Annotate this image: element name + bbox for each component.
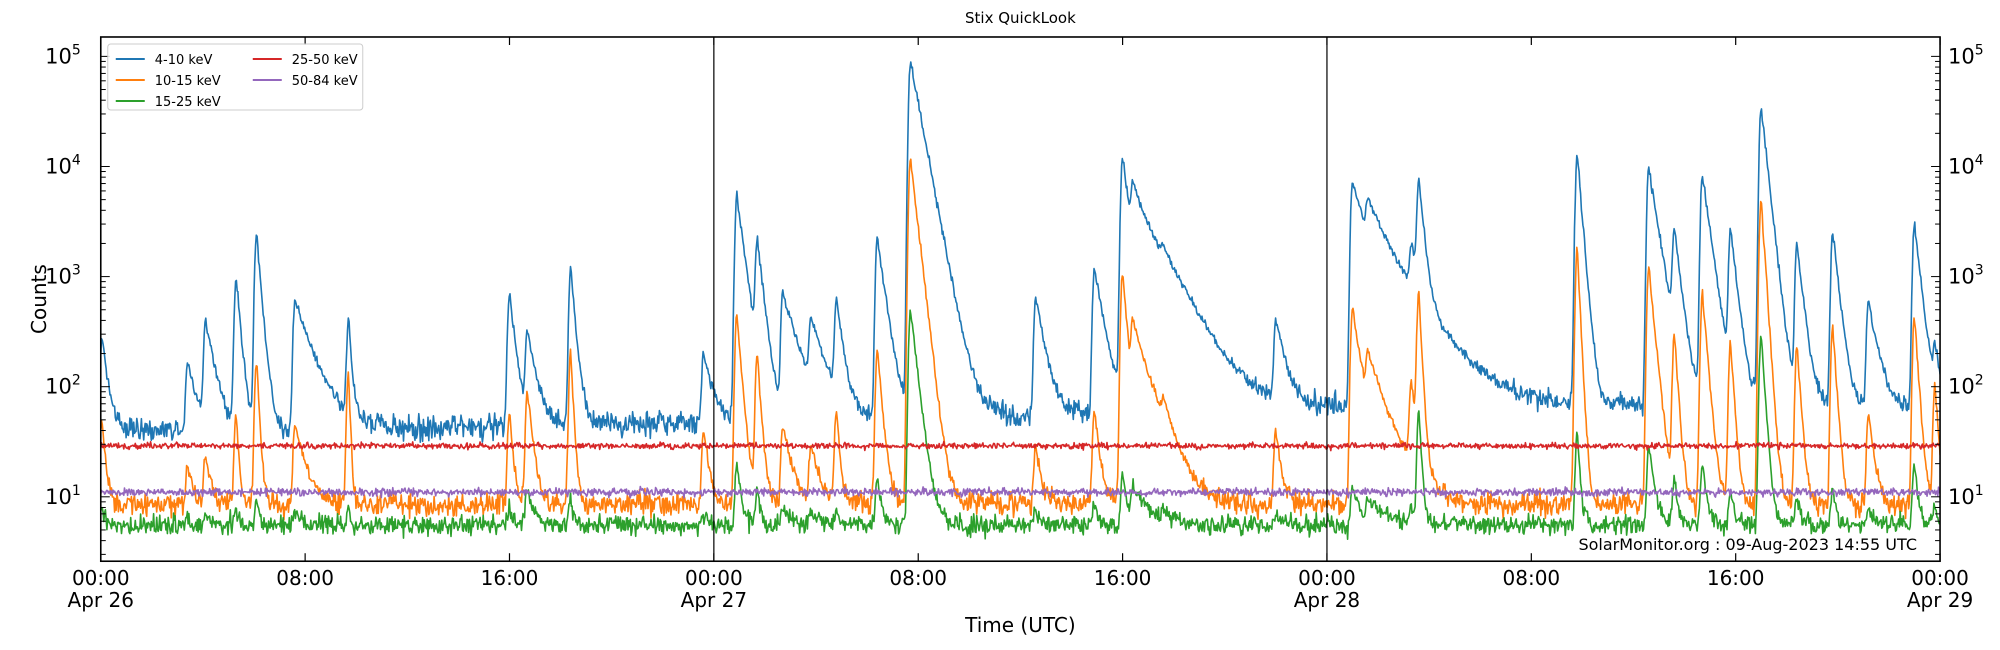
y-tick-label-left: 102	[45, 373, 81, 399]
x-tick-label: 00:00	[1298, 566, 1356, 590]
x-tick-label: 00:00	[1911, 566, 1969, 590]
x-tick-label: 16:00	[1707, 566, 1765, 590]
x-tick-label: 08:00	[889, 566, 947, 590]
x-tick-label: 16:00	[1094, 566, 1152, 590]
series-line-25-50-kev	[100, 440, 1941, 452]
y-tick-label-right: 105	[1948, 42, 1984, 68]
y-tick-label-left: 104	[45, 152, 81, 178]
legend-label: 4-10 keV	[155, 53, 213, 68]
x-tick-date-label: Apr 27	[681, 588, 747, 612]
legend-label: 10-15 keV	[155, 74, 221, 89]
legend-item: 15-25 keV	[115, 95, 221, 110]
y-axis-label: Counts	[27, 264, 51, 334]
legend-item: 4-10 keV	[115, 53, 213, 68]
legend-label: 50-84 keV	[292, 74, 358, 89]
legend: 4-10 keV 10-15 keV 15-25 keV 25-50 keV 50-84…	[107, 43, 364, 111]
x-tick-date-label: Apr 28	[1294, 588, 1360, 612]
y-tick-label-right: 101	[1948, 483, 1984, 509]
y-tick-label-right: 103	[1948, 263, 1984, 289]
x-tick-label: 16:00	[481, 566, 539, 590]
legend-box	[107, 43, 364, 111]
y-tick-label-left: 101	[45, 483, 81, 509]
legend-label: 15-25 keV	[155, 95, 221, 110]
series-layer	[100, 61, 1941, 541]
legend-label: 25-50 keV	[292, 53, 358, 68]
y-tick-label-left: 105	[45, 42, 81, 68]
y-tick-label-right: 102	[1948, 373, 1984, 399]
solarmonitor-annotation: SolarMonitor.org : 09-Aug-2023 14:55 UTC	[1578, 535, 1917, 554]
x-tick-date-label: Apr 29	[1907, 588, 1973, 612]
x-axis-label: Time (UTC)	[964, 613, 1076, 637]
x-tick-label: 00:00	[72, 566, 130, 590]
legend-item: 25-50 keV	[252, 53, 358, 68]
legend-item: 10-15 keV	[115, 74, 221, 89]
y-tick-label-right: 104	[1948, 152, 1984, 178]
series-line-10-15-kev	[100, 158, 1941, 521]
legend-item: 50-84 keV	[252, 74, 358, 89]
series-line-50-84-kev	[100, 485, 1941, 499]
x-tick-label: 08:00	[276, 566, 334, 590]
x-tick-date-label: Apr 26	[68, 588, 134, 612]
y-tick-label-left: 103	[45, 263, 81, 289]
chart-title: Stix QuickLook	[965, 9, 1076, 27]
series-line-15-25-kev	[100, 309, 1941, 541]
x-tick-label: 08:00	[1503, 566, 1561, 590]
series-line-4-10-kev	[100, 61, 1941, 444]
plot-frame	[99, 36, 1941, 563]
x-tick-label: 00:00	[685, 566, 743, 590]
